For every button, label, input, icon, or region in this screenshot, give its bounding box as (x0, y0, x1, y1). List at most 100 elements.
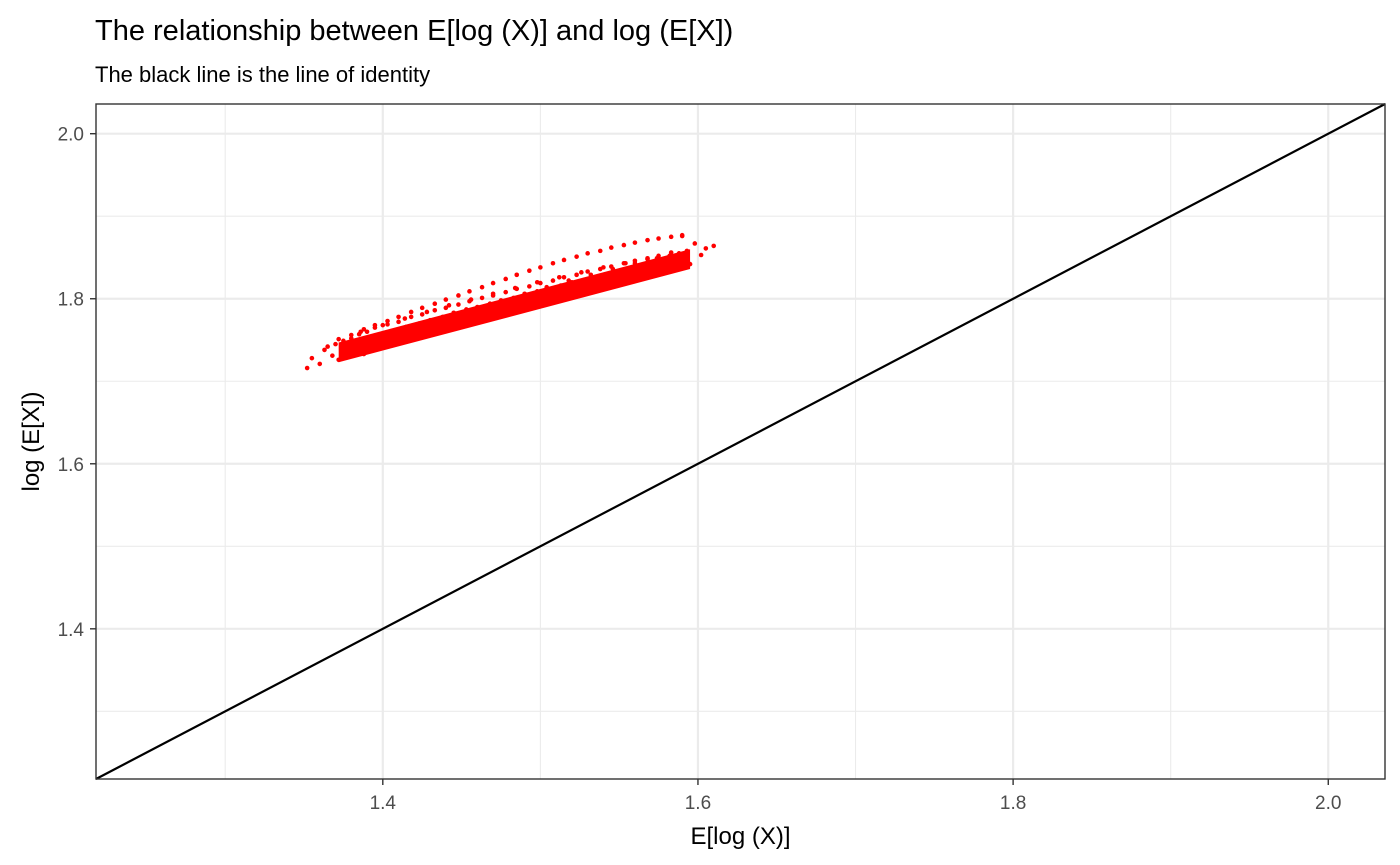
y-tick-label: 1.4 (58, 620, 85, 641)
data-point (660, 266, 666, 272)
data-point (550, 260, 556, 266)
data-point (656, 236, 661, 241)
data-point (511, 295, 516, 301)
data-point (561, 274, 567, 280)
data-point (448, 323, 453, 329)
data-point (624, 275, 630, 281)
data-point (385, 322, 390, 327)
data-point (408, 309, 414, 315)
data-point (459, 320, 464, 325)
data-point (304, 365, 310, 371)
data-point (471, 316, 477, 321)
data-point (408, 314, 414, 320)
data-point (427, 317, 433, 323)
chart-title: The relationship between E[log (X)] and … (95, 15, 733, 47)
data-point (574, 254, 579, 259)
data-point (692, 241, 698, 246)
data-point (482, 312, 488, 318)
data-point (393, 328, 398, 334)
data-point (377, 345, 382, 351)
data-point (616, 269, 622, 274)
data-point (424, 330, 430, 335)
data-point (512, 285, 518, 291)
data-point (632, 240, 638, 245)
data-point (672, 264, 677, 269)
data-point (434, 320, 439, 325)
data-point (456, 312, 461, 318)
data-point (668, 234, 674, 240)
data-point (380, 331, 386, 337)
data-point (389, 335, 395, 340)
data-point (645, 256, 650, 262)
data-point (416, 321, 422, 326)
x-tick-label: 1.4 (370, 793, 397, 814)
data-point (610, 266, 616, 272)
data-point (556, 274, 562, 280)
data-point (534, 279, 540, 285)
data-point (530, 300, 535, 306)
data-point (522, 291, 527, 297)
data-point (637, 272, 642, 278)
data-point (645, 237, 650, 243)
data-point (388, 341, 393, 346)
data-point (361, 326, 367, 332)
x-axis: 1.4 1.6 1.8 2.0 (370, 779, 1341, 814)
x-tick-label: 1.8 (1000, 793, 1026, 814)
data-point (446, 303, 452, 308)
data-point (590, 284, 595, 290)
data-point (309, 355, 315, 361)
data-point (577, 288, 583, 293)
data-point (478, 305, 483, 311)
identity-line (95, 103, 1386, 780)
data-point (361, 351, 367, 357)
data-point (605, 271, 611, 277)
data-point (404, 324, 409, 330)
data-point (585, 251, 590, 256)
data-point (632, 260, 638, 266)
data-point (585, 269, 590, 274)
x-axis-title: E[log (X)] (690, 823, 790, 850)
data-point (479, 295, 485, 301)
data-point (341, 338, 346, 344)
data-point (432, 301, 438, 306)
data-point (352, 345, 357, 350)
data-point (553, 293, 559, 299)
data-point (621, 242, 627, 248)
chart-subtitle: The black line is the line of identity (95, 62, 430, 87)
data-point (629, 265, 635, 271)
data-point (648, 270, 653, 275)
y-tick-label: 1.8 (58, 290, 84, 311)
data-point (667, 253, 672, 259)
data-point (601, 265, 606, 270)
data-point (698, 252, 704, 258)
data-point (412, 332, 417, 338)
data-point (679, 232, 685, 238)
data-point (593, 274, 598, 280)
data-point (588, 272, 594, 278)
data-point (317, 361, 323, 367)
data-point (664, 257, 669, 263)
data-point (443, 305, 449, 311)
y-tick-label: 1.6 (58, 455, 84, 476)
data-point (566, 291, 572, 297)
data-point (527, 268, 532, 273)
x-tick-label: 2.0 (1315, 793, 1341, 814)
data-point (336, 357, 341, 363)
data-point (561, 257, 567, 263)
data-point (345, 350, 351, 355)
data-point (400, 337, 406, 343)
data-points (304, 232, 717, 371)
data-point (495, 309, 501, 315)
y-axis-title: log (E[X]) (18, 391, 45, 491)
data-point (367, 342, 373, 348)
data-point (440, 314, 445, 320)
data-point (412, 327, 417, 333)
plot-panel-border (95, 103, 1386, 780)
data-point (506, 306, 512, 311)
data-point (538, 265, 543, 270)
data-point (435, 327, 441, 333)
data-point (464, 307, 469, 312)
data-point (364, 329, 370, 335)
data-point (419, 305, 425, 311)
